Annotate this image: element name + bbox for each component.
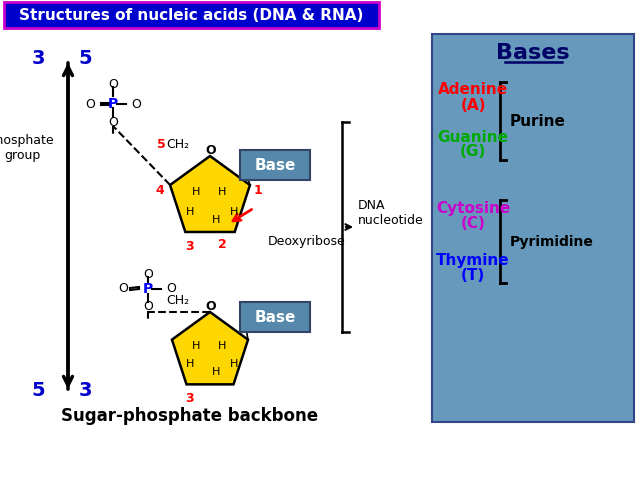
Text: 5: 5 — [157, 137, 166, 151]
Text: H: H — [212, 215, 220, 225]
Text: O: O — [143, 300, 153, 313]
FancyBboxPatch shape — [240, 150, 310, 180]
Text: Phosphate
group: Phosphate group — [0, 134, 55, 162]
Text: O: O — [205, 300, 216, 313]
Text: O: O — [166, 283, 176, 296]
Text: O: O — [205, 144, 216, 157]
Text: 3: 3 — [186, 392, 195, 405]
Text: CH₂: CH₂ — [166, 293, 189, 307]
Text: H: H — [186, 359, 194, 369]
Text: O: O — [85, 97, 95, 110]
Text: Structures of nucleic acids (DNA & RNA): Structures of nucleic acids (DNA & RNA) — [19, 8, 363, 23]
Text: Thymine: Thymine — [436, 252, 510, 267]
Text: (C): (C) — [461, 216, 485, 230]
Text: Sugar-phosphate backbone: Sugar-phosphate backbone — [61, 407, 319, 425]
Text: O: O — [108, 77, 118, 91]
Text: H: H — [192, 341, 200, 351]
Text: Deoxyribose: Deoxyribose — [268, 236, 346, 249]
Polygon shape — [172, 312, 248, 384]
Text: 5: 5 — [31, 381, 45, 399]
Text: (T): (T) — [461, 267, 485, 283]
Text: DNA
nucleotide: DNA nucleotide — [358, 199, 424, 227]
Text: O: O — [118, 283, 128, 296]
Text: H: H — [218, 187, 226, 197]
Text: 2: 2 — [218, 238, 227, 251]
Text: 3: 3 — [31, 48, 45, 68]
Text: 3: 3 — [78, 381, 92, 399]
FancyBboxPatch shape — [240, 302, 310, 332]
Text: Pyrimidine: Pyrimidine — [510, 235, 594, 249]
Text: Purine: Purine — [510, 113, 566, 129]
Text: H: H — [230, 359, 238, 369]
Text: CH₂: CH₂ — [166, 137, 189, 151]
Text: Base: Base — [254, 310, 296, 324]
Text: H: H — [192, 187, 200, 197]
Text: 5: 5 — [78, 48, 92, 68]
Text: Base: Base — [254, 157, 296, 172]
FancyBboxPatch shape — [4, 2, 379, 28]
Text: P: P — [108, 97, 118, 111]
FancyBboxPatch shape — [432, 34, 634, 422]
Text: 4: 4 — [156, 183, 164, 196]
Text: H: H — [230, 207, 238, 217]
Text: O: O — [108, 116, 118, 129]
Text: Cytosine: Cytosine — [436, 201, 510, 216]
Text: (A): (A) — [460, 97, 486, 112]
Text: H: H — [218, 341, 226, 351]
Text: O: O — [131, 97, 141, 110]
Text: Bases: Bases — [496, 43, 570, 63]
Text: 1: 1 — [253, 183, 262, 196]
Text: P: P — [143, 282, 153, 296]
Text: (G): (G) — [460, 144, 486, 159]
Text: 3: 3 — [185, 240, 193, 252]
Text: H: H — [186, 207, 194, 217]
Polygon shape — [170, 156, 250, 232]
Text: H: H — [212, 367, 220, 377]
Text: Guanine: Guanine — [438, 130, 509, 144]
Text: Adenine: Adenine — [438, 83, 508, 97]
Text: O: O — [143, 267, 153, 280]
